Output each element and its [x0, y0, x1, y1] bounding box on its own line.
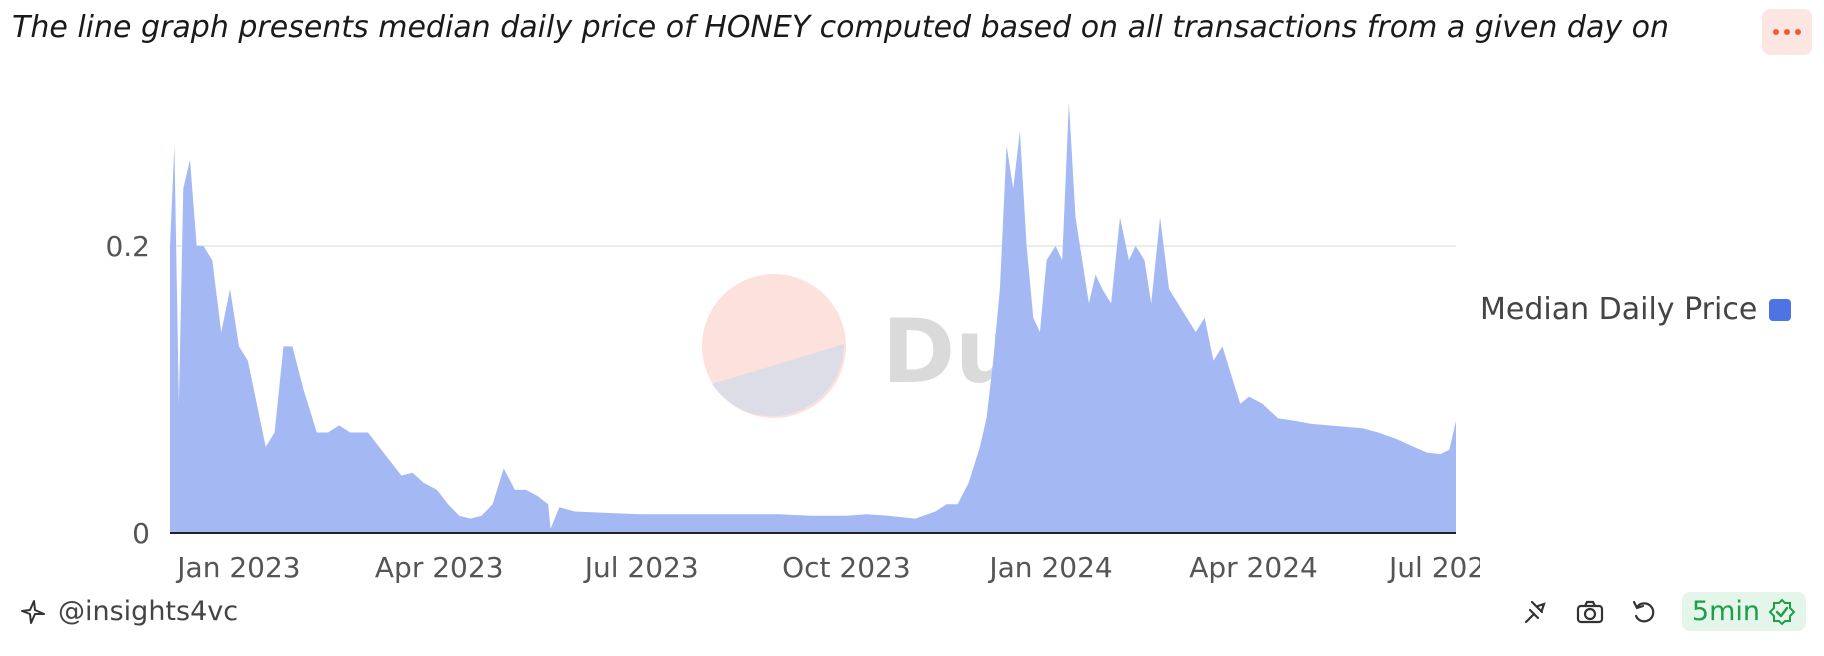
dune-logo-shade [712, 344, 845, 417]
author-name: @insights4vc [58, 596, 239, 627]
check-badge-icon [1768, 598, 1796, 625]
x-tick-label: Apr 2024 [1189, 551, 1318, 584]
dot-icon [1795, 29, 1801, 35]
legend-label: Median Daily Price [1480, 292, 1758, 327]
x-tick-label: Jan 2023 [175, 551, 300, 584]
refresh-icon[interactable] [1628, 596, 1660, 628]
footer-toolbar: 5min [1520, 592, 1806, 631]
y-tick-label: 0.2 [105, 230, 150, 263]
dot-icon [1784, 29, 1790, 35]
author-credit[interactable]: @insights4vc [18, 596, 238, 627]
area-layer [170, 102, 1456, 534]
refresh-interval-badge[interactable]: 5min [1681, 592, 1806, 631]
chart-legend[interactable]: Median Daily Price [1480, 292, 1792, 327]
dune-star-icon [21, 599, 45, 624]
y-tick-label: 0 [132, 517, 150, 550]
x-tick-label: Apr 2023 [375, 551, 504, 584]
chart-title: The line graph presents median daily pri… [12, 10, 1669, 45]
x-tick-label: Oct 2023 [782, 551, 911, 584]
camera-icon[interactable] [1574, 596, 1606, 628]
refresh-interval-label: 5min [1691, 596, 1760, 627]
x-tick-label: Jul 2023 [583, 551, 699, 584]
more-options-button[interactable] [1762, 9, 1812, 55]
legend-swatch [1769, 298, 1792, 321]
area-series-median-daily-price [170, 102, 1456, 534]
dot-icon [1773, 29, 1779, 35]
x-tick-label: Jul 2024 [1387, 551, 1480, 584]
x-tick-label: Jan 2024 [987, 551, 1112, 584]
axis-layer: 0 0.2 Jan 2023 Apr 2023 Jul 2023 Oct 2023 Jan … [105, 230, 1480, 584]
pin-icon[interactable] [1520, 596, 1552, 628]
